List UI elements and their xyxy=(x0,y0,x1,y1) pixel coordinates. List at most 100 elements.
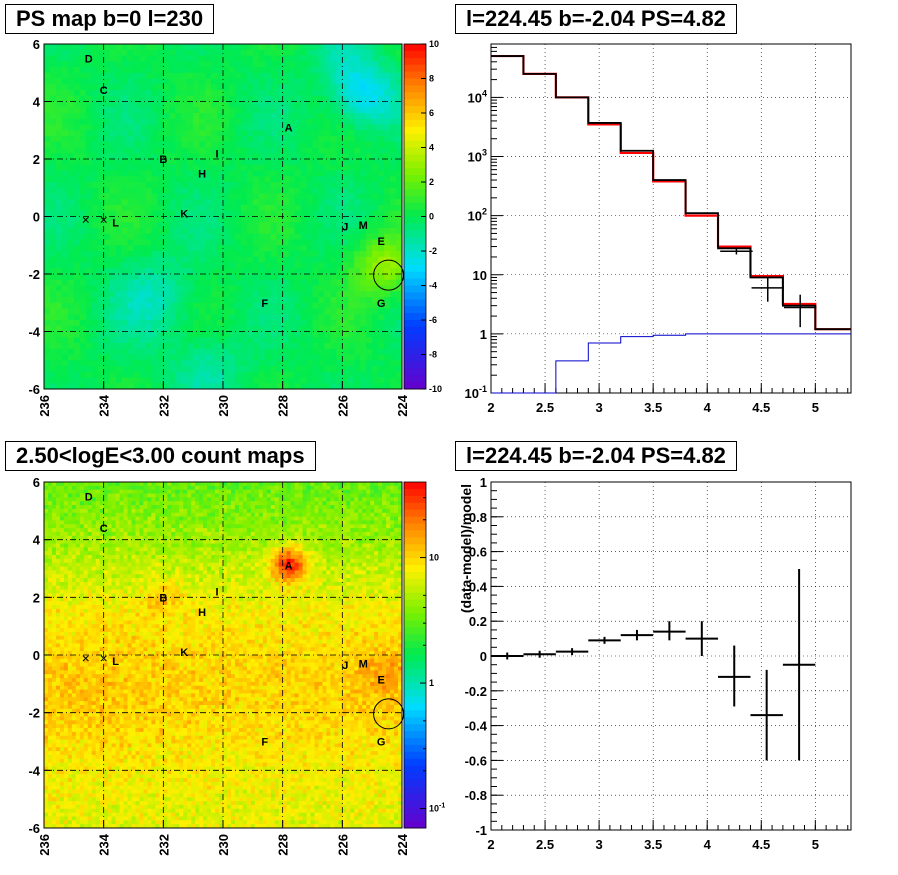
heatmap-cell xyxy=(348,366,355,373)
heatmap-cell xyxy=(366,377,373,384)
heatmap-cell xyxy=(354,245,361,252)
heatmap-cell xyxy=(348,130,355,137)
heatmap-cell xyxy=(121,187,128,194)
heatmap-cell xyxy=(215,501,220,506)
heatmap-cell xyxy=(384,279,391,286)
heatmap-cell xyxy=(234,297,242,304)
heatmap-cell xyxy=(234,170,242,177)
heatmap-cell xyxy=(354,360,361,367)
heatmap-cell xyxy=(71,505,77,510)
heatmap-cell xyxy=(139,61,146,68)
heatmap-cell xyxy=(211,337,218,344)
heatmap-cell xyxy=(187,489,192,494)
heatmap-cell xyxy=(205,210,212,217)
heatmap-cell xyxy=(384,233,391,240)
heatmap-cell xyxy=(151,268,158,275)
heatmap-cell xyxy=(187,239,194,246)
heatmap-cell xyxy=(258,482,264,487)
heatmap-cell xyxy=(175,274,182,281)
colorbar-swatch xyxy=(404,147,426,155)
heatmap-cell xyxy=(73,147,81,154)
heatmap-cell xyxy=(354,216,361,223)
colorbar-swatch xyxy=(404,188,426,197)
heatmap-cell xyxy=(47,501,53,506)
colorbar-swatch xyxy=(404,57,426,66)
heatmap-cell xyxy=(163,136,170,143)
heatmap-cell xyxy=(240,187,248,194)
heatmap-cell xyxy=(252,222,260,229)
heatmap-cell xyxy=(169,176,176,183)
heatmap-cell xyxy=(223,205,230,212)
heatmap-cell xyxy=(157,72,164,79)
heatmap-cell xyxy=(252,279,260,286)
heatmap-cell xyxy=(300,371,307,378)
heatmap-cell xyxy=(211,262,218,269)
heatmap-cell xyxy=(274,497,280,502)
heatmap-cell xyxy=(312,245,319,252)
heatmap-cell xyxy=(103,55,111,62)
heatmap-cell xyxy=(246,493,252,498)
heatmap-cell xyxy=(354,285,361,292)
heatmap-cell xyxy=(354,505,359,510)
heatmap-cell xyxy=(55,130,63,137)
heatmap-cell xyxy=(151,371,158,378)
heatmap-cell xyxy=(169,274,176,281)
heatmap-cell xyxy=(199,262,206,269)
heatmap-cell xyxy=(240,222,248,229)
heatmap-cell xyxy=(382,524,387,529)
heatmap-cell xyxy=(139,331,146,338)
heatmap-cell xyxy=(252,170,260,177)
heatmap-cell xyxy=(378,182,385,189)
heatmap-cell xyxy=(390,297,397,304)
heatmap-cell xyxy=(366,520,371,525)
heatmap-cell xyxy=(252,331,260,338)
heatmap-cell xyxy=(73,314,81,321)
heatmap-cell xyxy=(366,331,373,338)
heatmap-cell xyxy=(97,49,105,56)
heatmap-cell xyxy=(199,61,206,68)
heatmap-cell xyxy=(187,508,192,514)
heatmap-cell xyxy=(312,216,319,223)
heatmap-cell xyxy=(223,291,230,298)
heatmap-cell xyxy=(390,95,397,102)
heatmap-cell xyxy=(223,44,230,51)
heatmap-cell xyxy=(103,84,111,91)
heatmap-cell xyxy=(258,228,266,235)
heatmap-cell xyxy=(163,325,170,332)
heatmap-cell xyxy=(294,239,301,246)
heatmap-cell xyxy=(205,78,212,85)
heatmap-cell xyxy=(240,228,248,235)
heatmap-cell xyxy=(139,482,144,487)
heatmap-cell xyxy=(187,325,194,332)
heatmap-cell xyxy=(246,314,254,321)
heatmap-cell xyxy=(97,320,105,327)
heatmap-cell xyxy=(127,118,134,125)
heatmap-cell xyxy=(330,153,337,160)
heatmap-cell xyxy=(187,84,194,91)
heatmap-cell xyxy=(55,383,63,390)
heatmap-cell xyxy=(258,497,264,502)
heatmap-cell xyxy=(119,512,124,517)
heatmap-cell xyxy=(223,245,230,252)
heatmap-cell xyxy=(228,136,236,143)
heatmap-cell xyxy=(294,274,301,281)
heatmap-cell xyxy=(306,268,313,275)
heatmap-cell xyxy=(169,228,176,235)
heatmap-cell xyxy=(75,520,81,525)
heatmap-cell xyxy=(103,360,111,367)
heatmap-cell xyxy=(163,222,170,229)
heatmap-cell xyxy=(151,49,158,56)
heatmap-cell xyxy=(252,274,260,281)
heatmap-cell xyxy=(67,524,73,529)
heatmap-cell xyxy=(223,199,230,206)
heatmap-cell xyxy=(79,72,87,79)
heatmap-cell xyxy=(157,337,164,344)
heatmap-cell xyxy=(366,199,373,206)
heatmap-cell xyxy=(396,170,403,177)
heatmap-cell xyxy=(151,354,158,361)
heatmap-cell xyxy=(330,164,337,171)
heatmap-cell xyxy=(85,124,93,131)
y-tick-label: 4 xyxy=(33,95,41,110)
heatmap-cell xyxy=(312,182,319,189)
heatmap-cell xyxy=(240,61,248,68)
